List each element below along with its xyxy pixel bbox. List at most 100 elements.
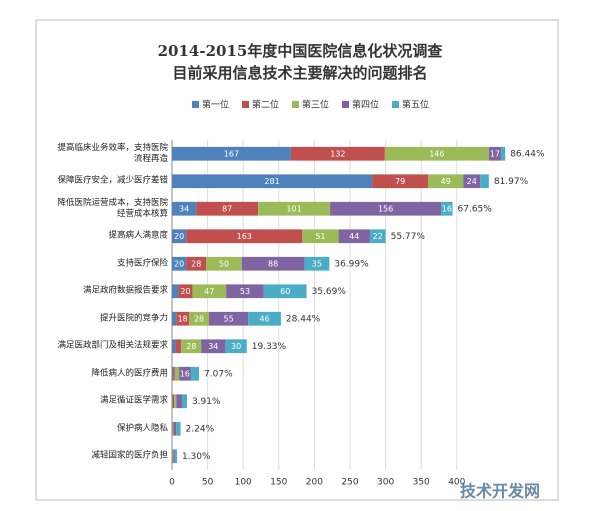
bar-segment [369,229,386,244]
data-label: 34 [179,204,189,213]
data-label: 281 [264,177,279,186]
bar-segment [384,146,489,161]
y-tick-label: 保护病人隐私 [116,423,168,434]
bar-segment [174,449,177,464]
data-label: 16 [180,369,190,378]
total-label: 55.77% [391,232,426,242]
x-tick-label: 0 [169,478,175,488]
data-label: 50 [219,259,229,268]
legend-swatch [342,101,349,108]
bar-segment [488,146,501,161]
bar-segment [209,311,249,326]
y-tick-label: 满足循证医学需求 [99,395,168,406]
bar-segment [258,201,331,216]
bar-segment [225,339,247,354]
y-tick-label: 降低病人的医疗费用 [91,368,168,379]
bar-segment [172,449,173,464]
bar-segment [173,421,177,436]
total-label: 35.69% [312,287,347,297]
data-label: 20 [180,287,190,296]
bar-segment [173,449,175,464]
legend-label: 第三位 [302,99,329,111]
data-label: 132 [330,149,345,158]
total-label: 67.65% [458,204,493,214]
bar-segment [248,311,281,326]
data-label: 146 [429,149,444,158]
legend-swatch [242,101,249,108]
bar-segment [186,229,303,244]
bar-segment [172,284,179,299]
bar-segment [172,174,373,189]
bar-segment [175,339,182,354]
total-label: 7.07% [204,369,233,379]
data-label: 47 [204,287,214,296]
data-label: 51 [315,232,325,241]
bar-segment [428,174,464,189]
bar-segment [226,284,264,299]
data-label: 28 [191,259,201,268]
data-label: 44 [349,232,359,241]
bar-segment [190,366,200,381]
data-label: 35 [312,259,322,268]
legend-swatch [192,101,199,108]
bar-segment [172,256,187,271]
total-label: 28.44% [286,314,321,324]
data-label: 28 [194,314,204,323]
bar-segment [172,146,291,161]
y-tick-label: 减轻国家的医疗负担 [91,450,168,461]
x-tick-label: 50 [202,478,214,488]
y-tick-label: 提高病人满意度 [108,230,168,241]
bar-segment [172,449,174,464]
total-label: 81.97% [494,177,529,187]
data-label: 20 [174,232,184,241]
data-label: 49 [441,177,451,186]
bar-segment [172,421,173,436]
data-label: 46 [259,314,269,323]
bar-segment [172,229,187,244]
bar-segment [172,339,176,354]
bar-segment [176,421,181,436]
legend-swatch [292,101,299,108]
bar-segment [201,339,226,354]
bar-segment [174,394,177,409]
data-label: 60 [280,287,290,296]
x-tick-label: 300 [377,478,394,488]
legend-swatch [392,101,399,108]
bar-segment [263,284,307,299]
x-tick-label: 400 [448,478,465,488]
bar-segment [172,394,173,409]
bar-segment [500,146,506,161]
bar-segment [372,174,429,189]
bar-segment [302,229,339,244]
y-tick-label: 支持医疗保险 [116,258,168,269]
data-label: 156 [378,204,393,213]
data-label: 88 [268,259,278,268]
total-label: 86.44% [510,149,545,159]
bar-segment [181,394,187,409]
data-label: 18 [178,314,188,323]
data-label: 16 [442,204,452,213]
bar-segment [178,284,193,299]
bar-segment [196,201,259,216]
data-label: 55 [224,314,234,323]
total-label: 3.91% [192,397,221,407]
data-label: 87 [222,204,232,213]
legend-label: 第四位 [352,99,379,111]
y-tick-label: 满足医政部门及相关法规要求 [57,340,168,351]
total-label: 1.30% [182,452,211,462]
y-tick-label: 满足政府数据报告要求 [82,285,168,296]
bar-segment [189,311,210,326]
bar-segment [241,256,305,271]
bar-segment [192,284,227,299]
bar-segment [174,366,180,381]
total-label: 19.33% [252,342,287,352]
x-tick-label: 150 [270,478,287,488]
bar-segment [172,394,175,409]
y-tick-label: 提高临床业务效率，支持医院流程再造 [57,142,168,164]
legend-label: 第二位 [252,99,279,111]
bar-segment [179,366,191,381]
data-label: 163 [237,232,252,241]
legend-label: 第一位 [202,99,229,111]
bar-segment [330,201,442,216]
bar-segment [338,229,370,244]
